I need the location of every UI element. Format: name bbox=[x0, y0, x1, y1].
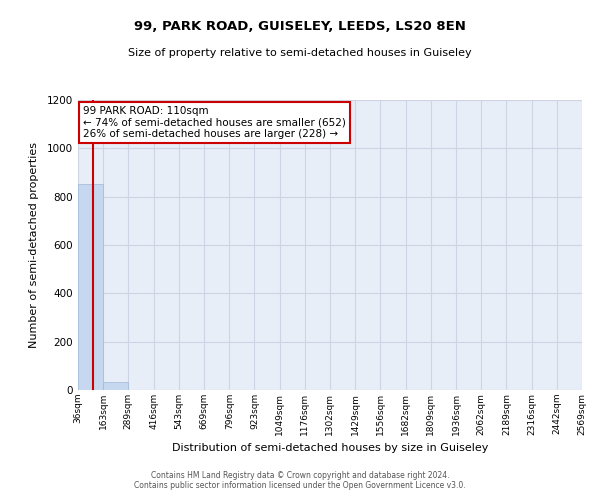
Text: Size of property relative to semi-detached houses in Guiseley: Size of property relative to semi-detach… bbox=[128, 48, 472, 58]
Text: 99, PARK ROAD, GUISELEY, LEEDS, LS20 8EN: 99, PARK ROAD, GUISELEY, LEEDS, LS20 8EN bbox=[134, 20, 466, 33]
X-axis label: Distribution of semi-detached houses by size in Guiseley: Distribution of semi-detached houses by … bbox=[172, 443, 488, 453]
Y-axis label: Number of semi-detached properties: Number of semi-detached properties bbox=[29, 142, 38, 348]
Text: Contains HM Land Registry data © Crown copyright and database right 2024.: Contains HM Land Registry data © Crown c… bbox=[151, 470, 449, 480]
Text: 99 PARK ROAD: 110sqm
← 74% of semi-detached houses are smaller (652)
26% of semi: 99 PARK ROAD: 110sqm ← 74% of semi-detac… bbox=[83, 106, 346, 139]
Bar bbox=[78, 184, 103, 390]
Text: Contains public sector information licensed under the Open Government Licence v3: Contains public sector information licen… bbox=[134, 480, 466, 490]
Bar bbox=[103, 382, 128, 390]
